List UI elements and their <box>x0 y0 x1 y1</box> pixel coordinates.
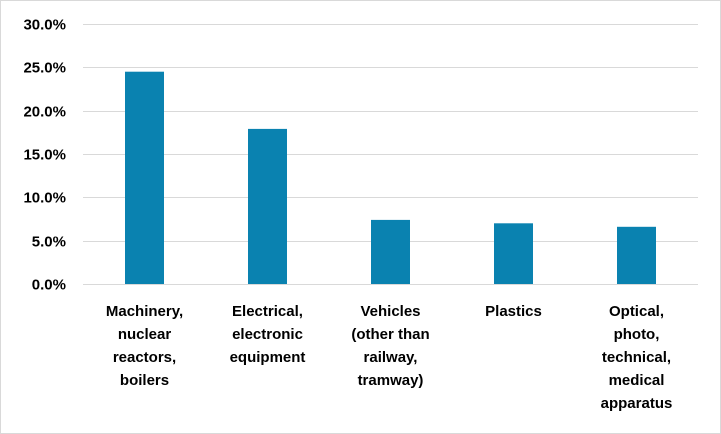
x-category-label: Electrical, electronic equipment <box>230 303 306 366</box>
bars <box>125 71 656 284</box>
x-category-label-line: apparatus <box>601 395 673 412</box>
x-category-label-line: Optical, <box>609 303 664 320</box>
x-category-label-line: equipment <box>230 349 306 366</box>
x-category-label-line: technical, <box>602 349 671 366</box>
x-category-label-line: medical <box>609 372 665 389</box>
x-category-label-line: (other than <box>351 326 429 343</box>
x-category-label-line: railway, <box>364 349 418 366</box>
x-category-label-line: electronic <box>232 326 303 343</box>
bar <box>617 226 656 284</box>
y-axis: 0.0% 5.0% 10.0% 15.0% 20.0% 25.0% 30.0% <box>23 17 66 294</box>
bar <box>371 219 410 284</box>
x-category-label-line: nuclear <box>118 326 172 343</box>
x-category-label: Optical, photo, technical, medical apparatus <box>601 303 673 412</box>
y-tick-label: 25.0% <box>23 60 66 77</box>
x-category-label-line: photo, <box>614 326 660 343</box>
y-tick-label: 0.0% <box>32 277 66 294</box>
bar <box>494 223 533 284</box>
y-tick-label: 10.0% <box>23 190 66 207</box>
bar <box>248 128 287 284</box>
x-category-label-line: reactors, <box>113 349 176 366</box>
x-axis: Machinery, nuclear reactors, boilers Electri… <box>106 303 672 412</box>
x-category-label-line: Plastics <box>485 303 542 320</box>
x-category-label: Machinery, nuclear reactors, boilers <box>106 303 183 389</box>
y-tick-label: 15.0% <box>23 147 66 164</box>
x-category-label-line: boilers <box>120 372 169 389</box>
y-tick-label: 30.0% <box>23 17 66 34</box>
y-tick-label: 5.0% <box>32 234 66 251</box>
x-category-label: Vehicles (other than railway, tramway) <box>351 303 429 389</box>
bar <box>125 71 164 284</box>
gridlines <box>83 24 698 285</box>
x-category-label-line: Electrical, <box>232 303 303 320</box>
x-category-label-line: Vehicles <box>360 303 420 320</box>
y-tick-label: 20.0% <box>23 104 66 121</box>
x-category-label: Plastics <box>485 303 542 320</box>
x-category-label-line: Machinery, <box>106 303 183 320</box>
x-category-label-line: tramway) <box>358 372 424 389</box>
